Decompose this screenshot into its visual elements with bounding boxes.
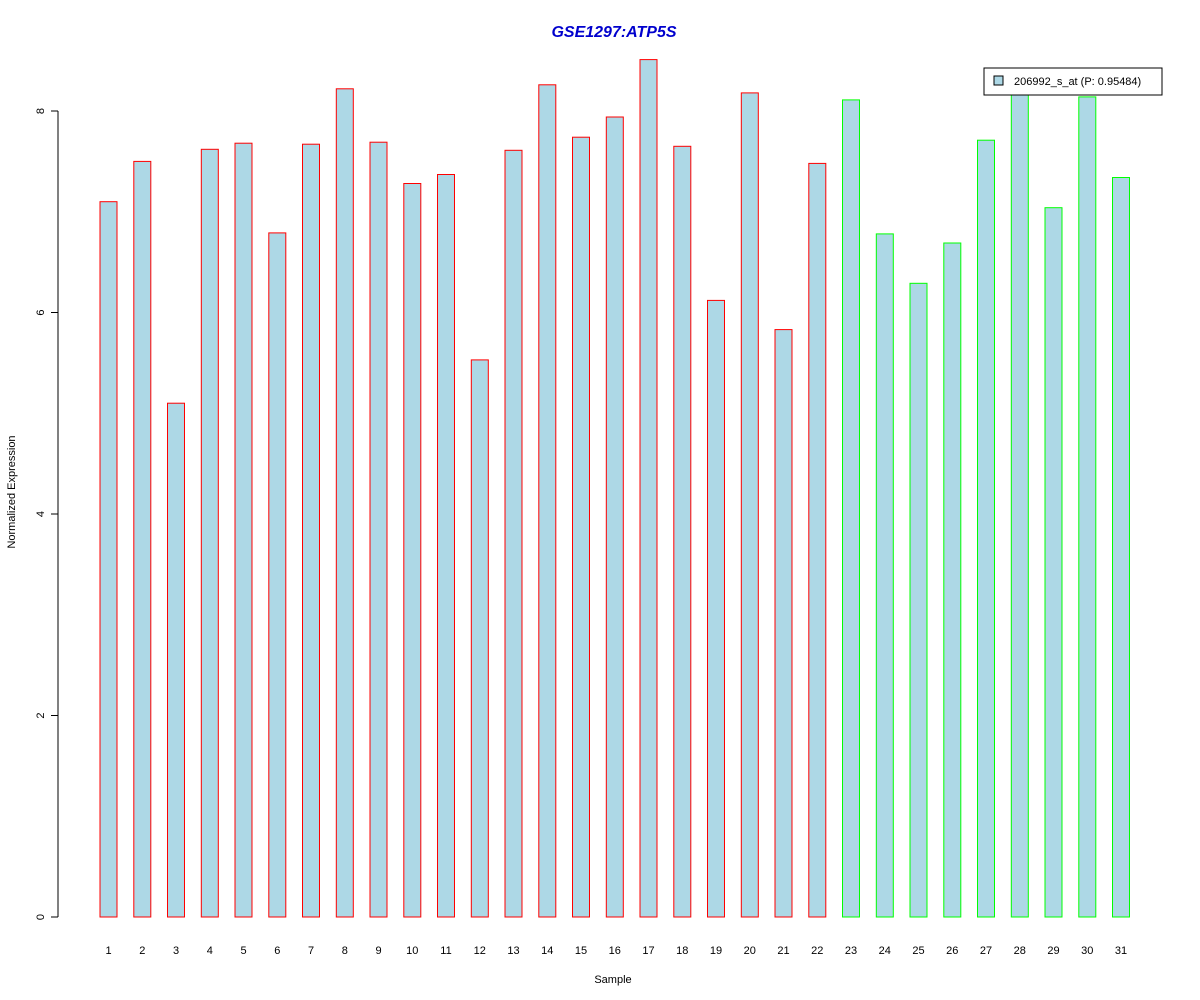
legend: 206992_s_at (P: 0.95484) xyxy=(983,67,1163,96)
x-tick-label: 6 xyxy=(274,945,280,957)
x-tick-label: 23 xyxy=(845,945,857,957)
x-tick-label: 31 xyxy=(1115,945,1127,957)
bar-sample-20 xyxy=(740,92,759,918)
legend-swatch xyxy=(993,75,1004,86)
x-tick-label: 10 xyxy=(406,945,418,957)
bar-sample-29 xyxy=(1044,207,1063,918)
x-tick-label: 24 xyxy=(879,945,891,957)
x-tick-label: 1 xyxy=(105,945,111,957)
bar-sample-24 xyxy=(875,233,894,918)
chart-title: GSE1297:ATP5S xyxy=(551,24,676,41)
bar-sample-5 xyxy=(234,142,253,918)
bar-sample-8 xyxy=(335,88,354,918)
y-tick-label: 6 xyxy=(35,309,47,315)
x-tick-label: 29 xyxy=(1047,945,1059,957)
bar-sample-22 xyxy=(808,162,827,918)
bar-sample-27 xyxy=(977,139,995,918)
x-tick-label: 26 xyxy=(946,945,958,957)
bars-group xyxy=(99,59,1130,918)
bar-sample-3 xyxy=(167,402,185,918)
bar-sample-26 xyxy=(943,242,962,918)
bar-sample-31 xyxy=(1112,177,1130,918)
x-tick-label: 2 xyxy=(139,945,145,957)
y-tick-label: 0 xyxy=(35,914,47,920)
x-tick-label: 19 xyxy=(710,945,722,957)
x-tick-label: 16 xyxy=(609,945,621,957)
x-tick-label: 12 xyxy=(474,945,486,957)
bar-sample-30 xyxy=(1078,96,1097,918)
x-tick-label: 13 xyxy=(507,945,519,957)
bar-sample-14 xyxy=(538,84,557,918)
bar-sample-7 xyxy=(302,143,320,918)
x-tick-label: 5 xyxy=(240,945,246,957)
x-tick-label: 28 xyxy=(1014,945,1026,957)
x-tick-label: 3 xyxy=(173,945,179,957)
bar-sample-28 xyxy=(1010,92,1029,918)
bar-sample-12 xyxy=(470,359,489,918)
bar-sample-6 xyxy=(268,232,287,918)
x-tick-label: 15 xyxy=(575,945,587,957)
bar-sample-13 xyxy=(504,149,523,918)
bar-sample-4 xyxy=(200,148,219,918)
x-tick-label: 22 xyxy=(811,945,823,957)
bar-sample-23 xyxy=(842,99,860,918)
x-tick-labels: 1 2 3 4 5 6 7 8 9 10 11 12 13 14 15 16 17 18 19 20 21 22 23 24 2… xyxy=(105,945,1127,957)
bar-sample-1 xyxy=(99,201,118,918)
y-tick-label: 2 xyxy=(35,712,47,718)
y-tick-label: 8 xyxy=(35,108,47,114)
x-tick-label: 11 xyxy=(440,945,451,957)
bar-sample-15 xyxy=(572,136,590,918)
legend-label: 206992_s_at (P: 0.95484) xyxy=(1014,76,1141,88)
x-tick-label: 30 xyxy=(1081,945,1093,957)
bar-sample-21 xyxy=(774,329,793,918)
x-tick-label: 25 xyxy=(912,945,924,957)
bar-sample-2 xyxy=(133,160,152,918)
bar-sample-25 xyxy=(909,282,928,918)
y-tick-label: 4 xyxy=(35,511,47,517)
x-tick-label: 18 xyxy=(676,945,688,957)
x-tick-label: 8 xyxy=(342,945,348,957)
bar-sample-16 xyxy=(605,116,624,918)
y-axis-label: Normalized Expression xyxy=(6,435,18,548)
x-tick-label: 27 xyxy=(980,945,992,957)
x-tick-label: 14 xyxy=(541,945,553,957)
bar-sample-18 xyxy=(673,145,692,918)
x-tick-label: 4 xyxy=(207,945,213,957)
bar-sample-19 xyxy=(707,299,725,918)
bar-sample-11 xyxy=(437,174,455,918)
x-tick-label: 9 xyxy=(375,945,381,957)
bar-sample-17 xyxy=(639,59,658,918)
x-tick-label: 17 xyxy=(642,945,654,957)
y-axis: 0 2 4 6 8 xyxy=(35,108,59,920)
x-tick-label: 20 xyxy=(744,945,756,957)
bar-sample-9 xyxy=(369,141,388,918)
x-tick-label: 21 xyxy=(777,945,789,957)
x-axis-label: Sample xyxy=(594,974,631,986)
x-tick-label: 7 xyxy=(308,945,314,957)
bar-sample-10 xyxy=(403,183,422,918)
legend-box xyxy=(983,67,1163,96)
